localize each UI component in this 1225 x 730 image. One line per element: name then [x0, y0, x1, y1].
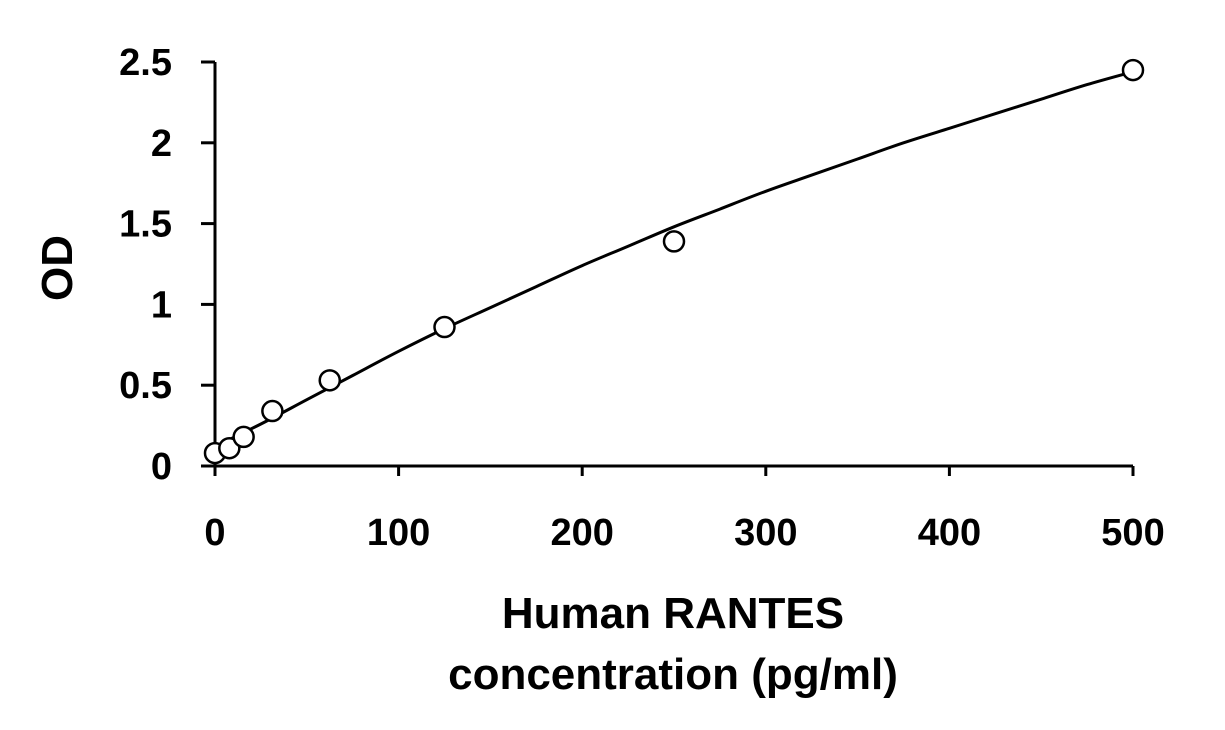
- data-point: [232, 425, 255, 449]
- x-tick-label: 500: [1101, 512, 1164, 554]
- x-axis-ticks: 0 100 200 300 400 500: [204, 466, 1165, 554]
- x-tick-label: 300: [734, 512, 797, 554]
- y-tick-label: 0: [151, 446, 172, 488]
- fit-curve-layer: [214, 70, 1134, 448]
- y-axis-title: OD: [33, 235, 82, 301]
- axes: [213, 62, 1133, 468]
- fit-curve: [214, 70, 1134, 448]
- data-point: [662, 230, 686, 253]
- data-point: [261, 399, 284, 423]
- y-axis-ticks: 0 0.5 1 1.5 2 2.5: [119, 42, 215, 488]
- x-tick-label: 400: [918, 512, 981, 554]
- y-tick-label: 1.5: [119, 204, 172, 246]
- x-axis-title-line-2: concentration (pg/ml): [448, 650, 898, 699]
- x-tick-label: 100: [367, 512, 430, 554]
- y-tick-label: 2.5: [119, 42, 172, 84]
- y-tick-label: 1: [151, 284, 172, 326]
- data-point: [433, 315, 456, 339]
- x-axis-title-line-1: Human RANTES: [502, 589, 844, 638]
- x-tick-label: 200: [550, 512, 613, 554]
- data-points: [203, 58, 1145, 465]
- data-point: [1121, 58, 1145, 82]
- data-point: [218, 436, 241, 460]
- x-tick-label: 0: [204, 512, 225, 554]
- y-tick-label: 2: [151, 123, 172, 165]
- y-tick-label: 0.5: [119, 365, 172, 407]
- data-point: [318, 369, 341, 392]
